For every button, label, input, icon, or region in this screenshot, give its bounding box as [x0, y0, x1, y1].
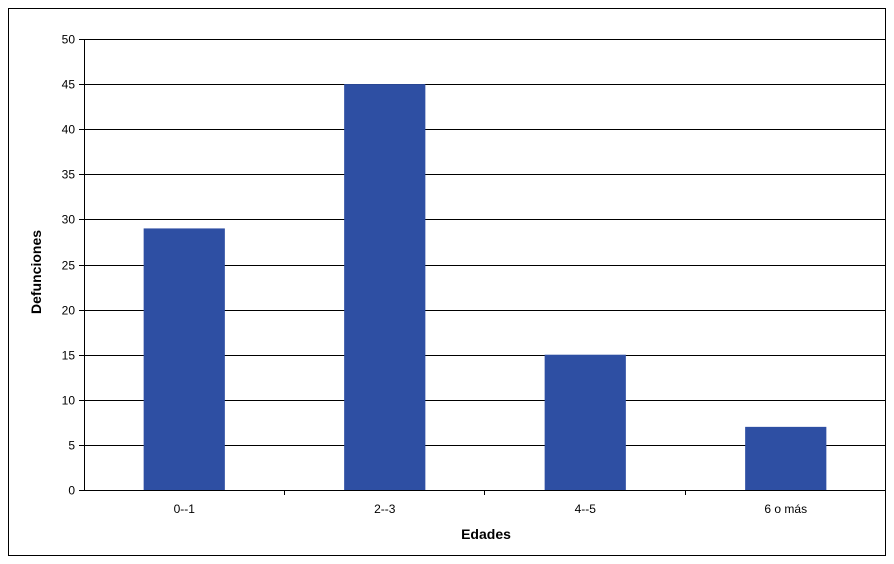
- axes: [79, 39, 885, 495]
- y-tick-label: 10: [62, 394, 76, 408]
- bar: [344, 84, 426, 490]
- bar: [143, 228, 225, 491]
- x-tick-label: 6 o más: [764, 502, 807, 516]
- bars: [143, 84, 827, 491]
- y-tick-label: 15: [62, 349, 76, 363]
- y-tick-label: 25: [62, 259, 76, 273]
- y-tick-label: 40: [62, 123, 76, 137]
- y-tick-label: 45: [62, 78, 76, 92]
- y-tick-label: 30: [62, 213, 76, 227]
- y-tick-label: 5: [68, 439, 75, 453]
- x-tick-label: 4--5: [575, 502, 597, 516]
- y-tick-label: 0: [68, 484, 75, 498]
- bar-chart: 0 5 10 15 20 25 30 35 40 45 50 0--1 2--3 4--5 6 o más…: [28, 33, 885, 542]
- x-tick-label: 0--1: [174, 502, 196, 516]
- y-tick-label: 35: [62, 168, 76, 182]
- y-tick-label: 50: [62, 33, 76, 47]
- x-tick-labels: 0--1 2--3 4--5 6 o más: [174, 502, 808, 516]
- y-tick-labels: 0 5 10 15 20 25 30 35 40 45 50: [62, 33, 76, 498]
- bar: [544, 354, 626, 490]
- bar: [745, 426, 827, 490]
- x-axis-title: Edades: [461, 526, 511, 542]
- chart-frame: 0 5 10 15 20 25 30 35 40 45 50 0--1 2--3 4--5 6 o más…: [8, 8, 886, 556]
- x-tick-label: 2--3: [374, 502, 396, 516]
- y-tick-label: 20: [62, 304, 76, 318]
- y-axis-title: Defunciones: [28, 230, 44, 314]
